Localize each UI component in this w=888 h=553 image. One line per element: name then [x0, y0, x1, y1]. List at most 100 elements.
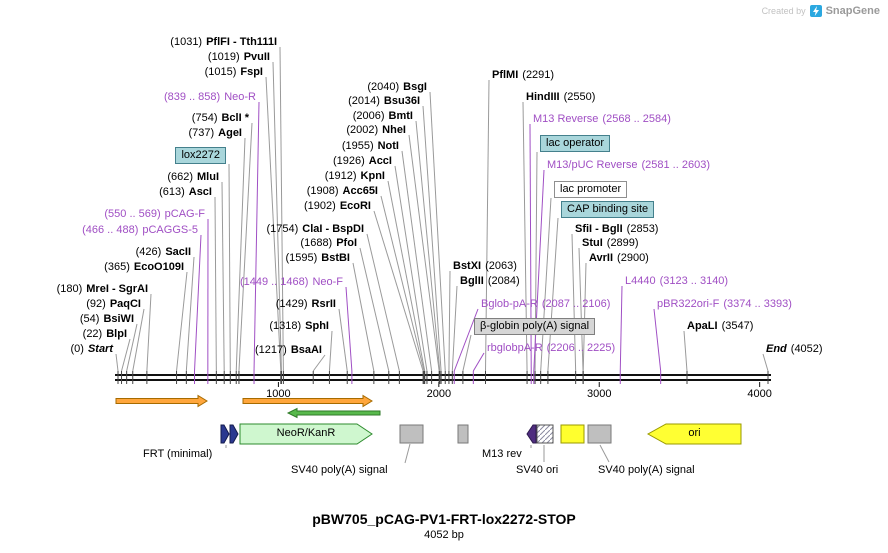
feature-box-label[interactable]: β-globin poly(A) signal: [474, 318, 596, 335]
site-position: (2550): [563, 91, 596, 103]
enzyme-site-label[interactable]: (2002) NheI: [346, 124, 406, 136]
primer-label[interactable]: M13/pUC Reverse (2581 .. 2603): [547, 159, 710, 171]
enzyme-site-label[interactable]: (54) BsiWI: [80, 313, 134, 325]
sv40-ori-box[interactable]: [536, 424, 554, 444]
leader-line: [578, 247, 584, 372]
enzyme-site-label[interactable]: (737) AgeI: [188, 127, 242, 139]
enzyme-site-label[interactable]: (1429) RsrII: [276, 298, 336, 310]
site-position: (3123 .. 3140): [659, 275, 729, 287]
enzyme-site-label[interactable]: (613) AscI: [159, 186, 212, 198]
primer-label[interactable]: (466 .. 488) pCAGGS-5: [82, 224, 198, 236]
primer-label[interactable]: Bglob-pA-R (2087 .. 2106): [481, 298, 610, 310]
primer-label[interactable]: (550 .. 569) pCAG-F: [104, 208, 205, 220]
snapgene-credit: Created by SnapGene: [762, 5, 880, 17]
site-name: BmtI: [388, 110, 413, 122]
enzyme-site-label[interactable]: AvrII (2900): [589, 252, 649, 264]
enzyme-site-label[interactable]: (2040) BsgI: [367, 81, 427, 93]
frt-site-2[interactable]: [229, 424, 239, 444]
promoter-arrow-mid[interactable]: [242, 394, 373, 408]
enzyme-site-label[interactable]: BglII (2084): [460, 275, 520, 287]
site-position: (22): [82, 328, 103, 340]
site-name: PaqCI: [109, 298, 141, 310]
leader-line: [312, 354, 326, 372]
enzyme-site-label[interactable]: (754) BclI *: [192, 112, 249, 124]
primer-label[interactable]: (839 .. 858) Neo-R: [164, 91, 256, 103]
enzyme-site-label[interactable]: SfiI - BglI (2853): [575, 223, 658, 235]
enzyme-site-label[interactable]: StuI (2899): [582, 237, 639, 249]
enzyme-site-label[interactable]: (180) MreI - SgrAI: [57, 283, 148, 295]
site-name: SacII: [165, 246, 191, 258]
enzyme-site-label[interactable]: (1031) PflFI - Tth111I: [170, 36, 277, 48]
enzyme-site-label[interactable]: (1595) BstBI: [285, 252, 350, 264]
primer-label[interactable]: M13 Reverse (2568 .. 2584): [533, 113, 671, 125]
bglobin-polya-box[interactable]: [457, 424, 469, 444]
primer-label[interactable]: rbglobpA-R (2206 .. 2225): [487, 342, 615, 354]
site-name: BlpI: [106, 328, 127, 340]
site-position: (1926): [332, 155, 365, 167]
enzyme-site-label[interactable]: PflMI (2291): [492, 69, 554, 81]
enzyme-site-label[interactable]: (92) PaqCI: [86, 298, 141, 310]
enzyme-site-label[interactable]: (662) MluI: [167, 171, 219, 183]
enzyme-site-label[interactable]: (1912) KpnI: [325, 170, 385, 182]
neor-kanr-arrow[interactable]: [239, 423, 373, 445]
primer-label[interactable]: pBR322ori-F (3374 .. 3393): [657, 298, 792, 310]
feature-box-label[interactable]: CAP binding site: [561, 201, 655, 218]
feature-box-label[interactable]: lac promoter: [554, 181, 628, 198]
leader-line: [265, 76, 282, 372]
enzyme-site-label[interactable]: (1908) Acc65I: [307, 185, 378, 197]
enzyme-site-label[interactable]: BstXI (2063): [453, 260, 517, 272]
site-position: (2084): [487, 275, 520, 287]
leader-line: [451, 285, 458, 372]
sv40-polya-box-2[interactable]: [587, 424, 612, 444]
enzyme-site-label[interactable]: (2014) Bsu36I: [348, 95, 420, 107]
frt-site-1[interactable]: [220, 424, 230, 444]
enzyme-site-label[interactable]: (1754) ClaI - BspDI: [266, 223, 364, 235]
yellow-feature-box[interactable]: [560, 424, 585, 444]
enzyme-site-label[interactable]: ApaLI (3547): [687, 320, 753, 332]
leader-line: [472, 352, 485, 372]
terminus-label[interactable]: End (4052): [766, 343, 823, 355]
leader-line: [185, 256, 195, 372]
site-position: (180): [56, 283, 83, 295]
feature-box-label[interactable]: lox2272: [175, 147, 226, 164]
enzyme-site-label[interactable]: HindIII (2550): [526, 91, 595, 103]
site-name: ApaLI: [687, 320, 718, 332]
leader-line: [238, 122, 253, 372]
green-arrow[interactable]: [286, 407, 381, 419]
leader-line: [121, 338, 131, 372]
enzyme-site-label[interactable]: (1019) PvuII: [208, 51, 270, 63]
site-name: pCAGGS-5: [142, 224, 198, 236]
primer-label[interactable]: L4440 (3123 .. 3140): [625, 275, 728, 287]
feature-box-label[interactable]: lac operator: [540, 135, 611, 152]
enzyme-site-label[interactable]: (1318) SphI: [269, 320, 329, 332]
enzyme-site-label[interactable]: (365) EcoO109I: [104, 261, 184, 273]
ori-arrow[interactable]: [646, 423, 742, 445]
enzyme-site-label[interactable]: (1955) NotI: [342, 140, 399, 152]
leader-line: [146, 293, 152, 372]
leader-line: [253, 101, 260, 372]
enzyme-site-label[interactable]: (1926) AccI: [333, 155, 392, 167]
enzyme-site-label[interactable]: (1217) BsaAI: [255, 344, 322, 356]
sv40-polya-box-1[interactable]: [399, 424, 424, 444]
feature-sublabel: SV40 ori: [516, 464, 559, 476]
enzyme-site-label[interactable]: (1688) PfoI: [300, 237, 357, 249]
leader-line: [540, 197, 552, 372]
leader-line: [533, 169, 545, 372]
enzyme-site-label[interactable]: (22) BlpI: [83, 328, 127, 340]
neor-kanr-arrow-label: NeoR/KanR: [276, 427, 336, 439]
site-position: (2040): [367, 81, 400, 93]
m13-rev-arrow[interactable]: [526, 424, 537, 444]
enzyme-site-label[interactable]: (1015) FspI: [205, 66, 263, 78]
promoter-arrow-left[interactable]: [115, 394, 208, 408]
site-position: (1912): [324, 170, 357, 182]
site-name: EcoO109I: [133, 261, 184, 273]
terminus-label[interactable]: (0) Start: [70, 343, 113, 355]
site-position: (2899): [606, 237, 639, 249]
site-name: SfiI - BglI: [575, 223, 623, 235]
leader-line: [422, 105, 442, 372]
primer-label[interactable]: (1449 .. 1468) Neo-F: [240, 276, 343, 288]
enzyme-site-label[interactable]: (1902) EcoRI: [304, 200, 371, 212]
enzyme-site-label[interactable]: (2006) BmtI: [353, 110, 413, 122]
enzyme-site-label[interactable]: (426) SacII: [136, 246, 191, 258]
site-name: AgeI: [218, 127, 242, 139]
